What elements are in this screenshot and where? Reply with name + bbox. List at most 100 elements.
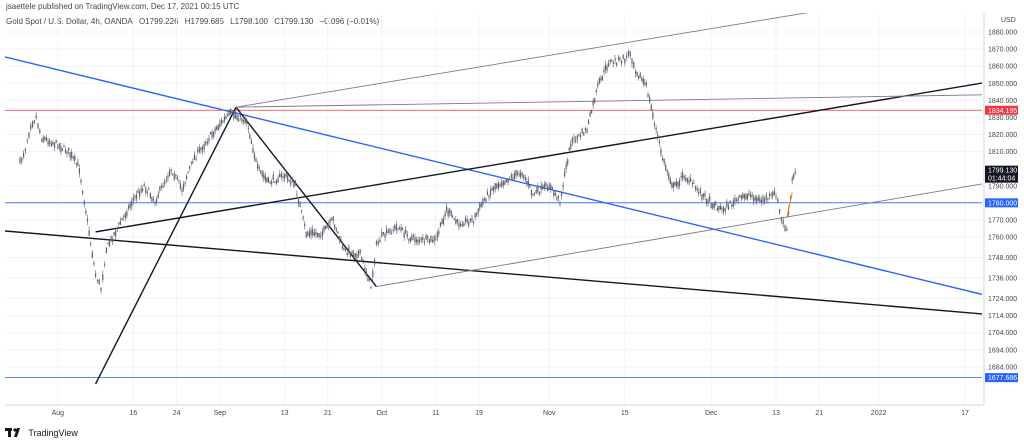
candle-body: [502, 180, 504, 186]
candle-body: [131, 200, 133, 207]
candle-body: [594, 98, 596, 103]
candle-body: [346, 253, 348, 256]
x-tick-label: 21: [324, 410, 332, 417]
candle-body: [685, 178, 687, 181]
candle-body: [675, 181, 678, 187]
y-tick-label: 1860.000: [988, 64, 1017, 71]
candle-body: [279, 173, 281, 178]
candle-body: [477, 208, 479, 214]
candle-body: [655, 128, 657, 131]
x-tick-label: Dec: [705, 410, 718, 417]
tradingview-logo-icon: [5, 428, 20, 437]
footer: TradingView: [5, 428, 78, 438]
candle-body: [705, 198, 708, 204]
candle-body: [86, 218, 89, 222]
candle-body: [501, 182, 503, 187]
candle-body: [749, 194, 752, 197]
candle-body: [709, 196, 711, 201]
trend-line: [376, 183, 982, 287]
candle-body: [583, 132, 585, 136]
candle-body: [184, 181, 186, 184]
candle-body: [546, 187, 549, 192]
candle-body: [480, 203, 482, 208]
candle-body: [354, 253, 356, 258]
candle-body: [530, 189, 533, 196]
candle-body: [411, 235, 413, 241]
candle-body: [107, 242, 109, 245]
candle-body: [222, 120, 224, 123]
x-tick-label: 19: [475, 410, 483, 417]
candle-body: [379, 239, 381, 243]
candle-body: [516, 172, 519, 175]
candle-body: [772, 191, 774, 197]
candle-body: [236, 115, 238, 120]
candle-body: [338, 236, 340, 241]
time-axis[interactable]: 220Aug1624Sep1321Oct1119Nov15Dec13212022…: [0, 410, 969, 417]
candle-body: [682, 172, 684, 179]
candle-body: [402, 227, 404, 230]
candle-body: [740, 195, 742, 199]
candle-body: [476, 212, 478, 216]
candle-body: [405, 229, 407, 234]
candle-body: [415, 239, 418, 243]
candle-body: [460, 223, 462, 226]
candle-body: [201, 146, 204, 152]
candle-body: [47, 141, 49, 145]
candle-body: [217, 124, 219, 130]
candle-body: [780, 217, 782, 221]
x-tick-label: 13: [281, 410, 289, 417]
candle-body: [96, 280, 98, 282]
candle-body: [768, 193, 771, 196]
candle-body: [450, 211, 452, 216]
candle-body: [712, 203, 714, 209]
candle-body: [587, 119, 590, 124]
candle-body: [449, 209, 451, 214]
symbol-label[interactable]: Gold Spot / U.S. Dollar, 4h, OANDA: [6, 17, 133, 26]
candle-body: [442, 218, 445, 224]
candle-body: [323, 226, 325, 232]
candle-body: [110, 236, 112, 241]
candle-body: [244, 117, 246, 124]
candle-body: [604, 64, 607, 71]
candle-body: [152, 199, 155, 201]
candle-body: [261, 172, 263, 177]
candle-body: [315, 231, 317, 236]
candle-body: [272, 174, 274, 180]
candle-body: [438, 231, 440, 235]
candle-body: [239, 114, 241, 117]
candle-body: [469, 218, 471, 221]
candle-body: [113, 232, 115, 236]
candle-body: [622, 55, 624, 60]
candle-body: [652, 112, 654, 119]
candle-body: [568, 147, 570, 151]
price-series: [19, 49, 796, 294]
candle-body: [645, 83, 647, 86]
candle-body: [612, 62, 615, 64]
candle-body: [327, 223, 330, 227]
candle-body: [260, 170, 262, 173]
candle-body: [644, 82, 646, 85]
candle-body: [320, 235, 322, 237]
price-axis[interactable]: 1880.000 1870.000 1860.000 1850.000 1840.000…: [988, 17, 1017, 371]
candle-body: [496, 183, 498, 188]
candle-body: [126, 211, 128, 217]
candle-body: [282, 176, 284, 178]
candle-body: [28, 132, 30, 138]
candle-body: [389, 228, 391, 233]
y-tick-label: 1704.000: [988, 330, 1017, 337]
low-value: L1798.100: [230, 17, 268, 26]
candle-body: [406, 233, 408, 237]
candle-body: [515, 169, 517, 176]
candle-body: [228, 110, 230, 116]
candle-body: [751, 194, 753, 198]
candle-body: [203, 143, 205, 150]
candle-body: [729, 200, 731, 204]
candle-body: [52, 141, 54, 145]
candle-body: [518, 174, 520, 176]
candle-body: [753, 198, 755, 202]
candle-body: [545, 182, 547, 187]
candle-body: [743, 194, 745, 199]
candle-body: [318, 233, 320, 238]
